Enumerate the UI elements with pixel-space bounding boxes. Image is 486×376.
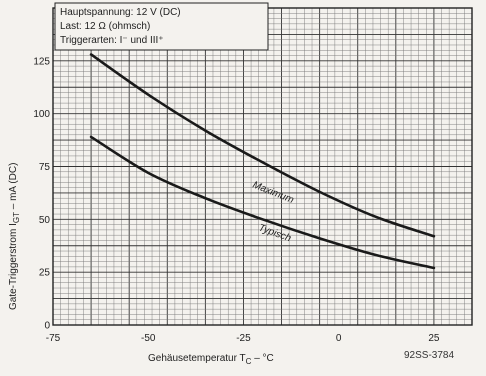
x-tick-label: 25 [428,333,440,344]
x-tick-label: 0 [336,333,342,344]
x-axis-title: Gehäusetemperatur TC – °C [148,353,274,366]
legend-line-load: Last: 12 Ω (ohmsch) [60,21,150,32]
y-axis-title: Gate-Triggerstrom IGT – mA (DC) [8,163,21,310]
x-axis-title-main: Gehäusetemperatur T [148,353,246,364]
tick-labels: -75 -50 -25 0 25 0 25 50 75 100 125 [33,56,440,344]
legend-line-trigger-modes: Triggerarten: I⁻ und III⁺ [60,35,164,46]
grid [53,8,472,325]
y-axis-title-unit: – mA (DC) [8,163,19,212]
y-axis-title-sub: GT [12,212,21,223]
y-tick-label: 25 [39,268,51,279]
x-tick-label: -75 [46,333,61,344]
x-tick-label: -25 [236,333,251,344]
y-tick-label: 50 [39,215,51,226]
series-layer [89,53,436,270]
legend-box: Hauptspannung: 12 V (DC) Last: 12 Ω (ohm… [54,2,269,51]
y-tick-label: 75 [39,162,51,173]
x-axis-title-unit: – °C [251,353,273,364]
y-tick-label: 100 [33,109,50,120]
series-line-typisch [89,135,436,270]
series-line-maximum [89,53,436,238]
x-tick-label: -50 [141,333,156,344]
figure-code: 92SS-3784 [404,350,454,361]
x-axis-title-sub: C [246,357,252,366]
y-axis-title-main: Gate-Triggerstrom I [8,223,19,310]
y-tick-label: 125 [33,56,50,67]
legend-line-voltage: Hauptspannung: 12 V (DC) [60,7,181,18]
y-tick-label: 0 [44,321,50,332]
